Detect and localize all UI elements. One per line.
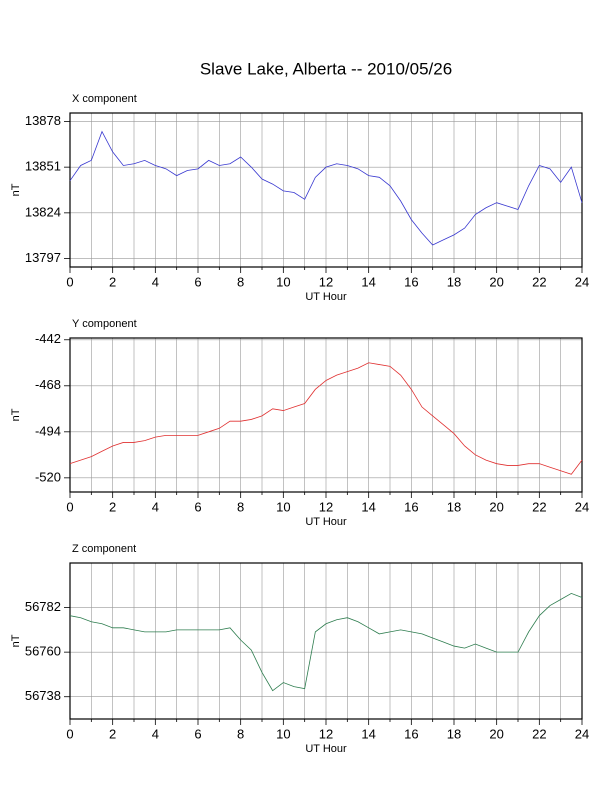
x-tick-label: 14 <box>361 274 375 289</box>
y-tick-label: 13851 <box>25 159 61 174</box>
x-axis-label: UT Hour <box>305 291 347 303</box>
x-tick-label: 20 <box>489 499 503 514</box>
x-tick-label: 6 <box>194 274 201 289</box>
x-tick-label: 6 <box>194 499 201 514</box>
y-tick-label: -442 <box>35 331 61 346</box>
y-tick-label: 56738 <box>25 688 61 703</box>
x-tick-label: 14 <box>361 499 375 514</box>
plot-frame <box>69 112 583 268</box>
panel-subtitle: Z component <box>72 543 136 555</box>
data-line <box>69 130 583 246</box>
x-axis-label: UT Hour <box>305 516 347 528</box>
x-tick-label: 16 <box>404 499 418 514</box>
x-tick-label: 4 <box>152 274 159 289</box>
y-axis-label: nT <box>10 408 22 421</box>
x-tick-label: 10 <box>276 726 290 741</box>
y-tick-label: -520 <box>35 469 61 484</box>
x-tick-label: 14 <box>361 726 375 741</box>
x-tick-label: 0 <box>66 274 73 289</box>
page-title: Slave Lake, Alberta -- 2010/05/26 <box>200 59 452 78</box>
y-tick-label: 13878 <box>25 113 61 128</box>
x-tick-label: 8 <box>237 499 244 514</box>
x-tick-label: 10 <box>276 274 290 289</box>
x-tick-label: 24 <box>575 274 589 289</box>
x-tick-label: 12 <box>319 499 333 514</box>
x-tick-label: 12 <box>319 274 333 289</box>
x-tick-label: 22 <box>532 274 546 289</box>
data-line <box>69 362 583 475</box>
x-tick-label: 24 <box>575 499 589 514</box>
x-tick-label: 10 <box>276 499 290 514</box>
y-tick-label: -494 <box>35 423 61 438</box>
panel-subtitle: X component <box>72 93 137 105</box>
panel-subtitle: Y component <box>72 318 137 330</box>
x-tick-label: 18 <box>447 726 461 741</box>
x-tick-label: 12 <box>319 726 333 741</box>
x-tick-label: 2 <box>109 274 116 289</box>
x-tick-label: 2 <box>109 499 116 514</box>
x-tick-label: 24 <box>575 726 589 741</box>
data-line <box>69 592 583 692</box>
x-tick-label: 20 <box>489 726 503 741</box>
x-tick-label: 8 <box>237 726 244 741</box>
y-axis-label: nT <box>10 634 22 647</box>
x-tick-label: 22 <box>532 726 546 741</box>
x-tick-label: 20 <box>489 274 503 289</box>
y-tick-label: 13797 <box>25 250 61 265</box>
x-tick-label: 8 <box>237 274 244 289</box>
y-tick-label: 13824 <box>25 204 61 219</box>
x-tick-label: 18 <box>447 499 461 514</box>
y-tick-label: 56782 <box>25 599 61 614</box>
x-tick-label: 6 <box>194 726 201 741</box>
y-tick-label: -468 <box>35 377 61 392</box>
x-tick-label: 16 <box>404 274 418 289</box>
plot-frame <box>69 562 583 720</box>
x-tick-label: 0 <box>66 499 73 514</box>
x-tick-label: 2 <box>109 726 116 741</box>
x-tick-label: 18 <box>447 274 461 289</box>
y-tick-label: 56760 <box>25 644 61 659</box>
x-tick-label: 0 <box>66 726 73 741</box>
x-tick-label: 22 <box>532 499 546 514</box>
x-tick-label: 4 <box>152 726 159 741</box>
x-axis-label: UT Hour <box>305 743 347 755</box>
y-axis-label: nT <box>10 183 22 196</box>
plot-frame <box>69 337 583 493</box>
x-tick-label: 16 <box>404 726 418 741</box>
x-tick-label: 4 <box>152 499 159 514</box>
